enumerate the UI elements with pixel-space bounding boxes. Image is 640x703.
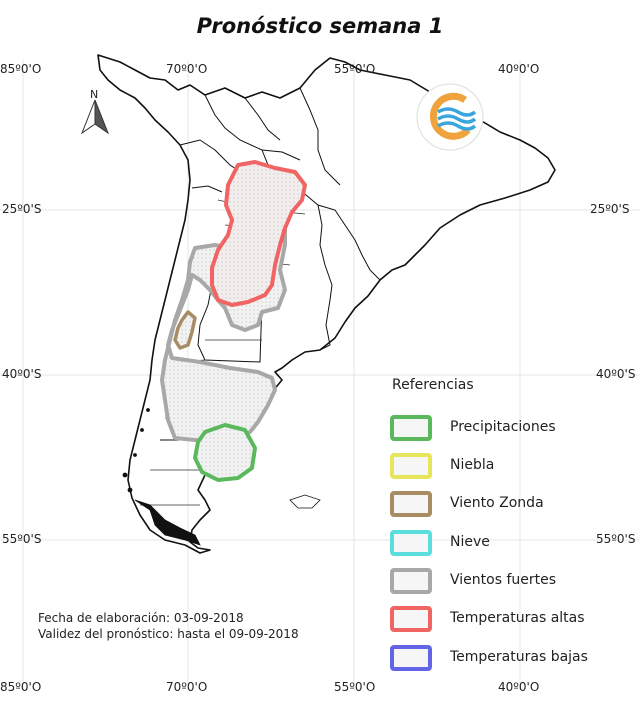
legend-title: Referencias xyxy=(392,377,474,393)
region-viento-zonda xyxy=(173,310,197,350)
legend-label: Vientos fuertes xyxy=(450,572,557,588)
lat-label-left: 40º0'S xyxy=(2,367,42,381)
legend-item-precipitaciones: Precipitaciones xyxy=(390,415,630,445)
validity-date: Validez del pronóstico: hasta el 09-09-2… xyxy=(38,627,299,641)
lat-label-right: 40º0'S xyxy=(596,367,636,381)
legend-item-temperaturas-bajas: Temperaturas bajas xyxy=(390,645,630,675)
lon-label-top: 85º0'O xyxy=(0,62,42,76)
region-temperaturas-altas xyxy=(210,160,307,307)
legend-label: Precipitaciones xyxy=(450,419,556,435)
lat-label-right: 25º0'S xyxy=(590,202,630,216)
legend-swatch xyxy=(390,491,432,517)
legend-label: Nieve xyxy=(450,534,490,550)
legend-swatch xyxy=(390,415,432,441)
legend-label: Temperaturas bajas xyxy=(450,649,588,665)
legend-item-niebla: Niebla xyxy=(390,453,630,483)
islands xyxy=(122,408,321,546)
lat-label-left: 25º0'S xyxy=(2,202,42,216)
north-arrow-label: N xyxy=(90,88,99,101)
lon-label-bottom: 55º0'O xyxy=(334,680,376,694)
elaboration-date: Fecha de elaboración: 03-09-2018 xyxy=(38,611,244,625)
map-title: Pronóstico semana 1 xyxy=(196,14,444,38)
region-precipitaciones xyxy=(193,423,257,482)
legend-swatch xyxy=(390,568,432,594)
legend-label: Niebla xyxy=(450,457,495,473)
legend-item-viento-zonda: Viento Zonda xyxy=(390,491,630,521)
legend-item-nieve: Nieve xyxy=(390,530,630,560)
lon-label-top: 70º0'O xyxy=(166,62,208,76)
south-america-outline xyxy=(97,54,556,554)
lat-label-left: 55º0'S xyxy=(2,532,42,546)
legend-swatch xyxy=(390,530,432,556)
lat-label-right: 55º0'S xyxy=(596,532,636,546)
legend-swatch xyxy=(390,606,432,632)
smn-logo-icon xyxy=(416,83,484,151)
legend-label: Viento Zonda xyxy=(450,495,544,511)
lon-label-bottom: 85º0'O xyxy=(0,680,42,694)
lon-label-bottom: 70º0'O xyxy=(166,680,208,694)
legend-swatch xyxy=(390,453,432,479)
lon-label-top: 55º0'O xyxy=(334,62,376,76)
north-arrow-icon xyxy=(80,99,110,135)
legend-item-vientos-fuertes: Vientos fuertes xyxy=(390,568,630,598)
lon-label-bottom: 40º0'O xyxy=(498,680,540,694)
legend-label: Temperaturas altas xyxy=(450,610,585,626)
legend-swatch xyxy=(390,645,432,671)
lon-label-top: 40º0'O xyxy=(498,62,540,76)
legend-item-temperaturas-altas: Temperaturas altas xyxy=(390,606,630,636)
